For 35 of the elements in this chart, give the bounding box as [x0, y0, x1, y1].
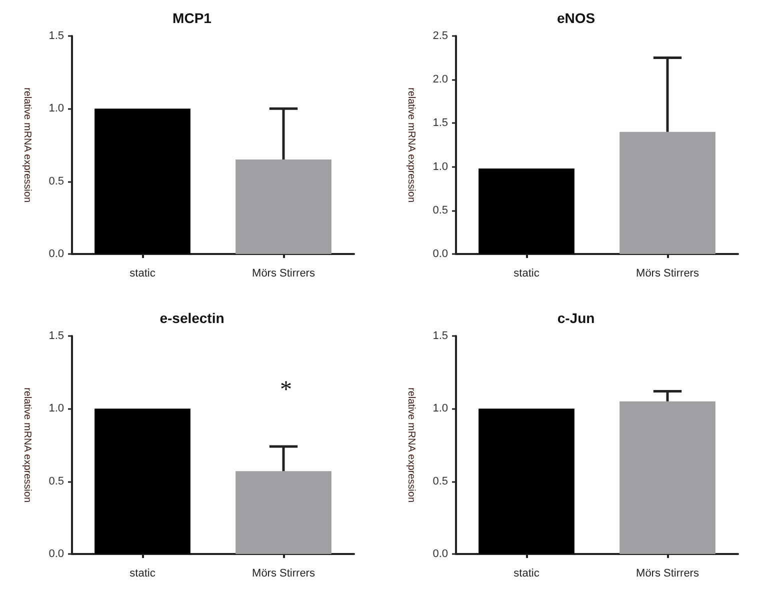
y-tick-label: 1.0: [432, 160, 448, 173]
chart-title: MCP1: [172, 10, 212, 26]
y-tick-label: 0.0: [48, 248, 64, 260]
y-tick-label: 0.5: [432, 204, 448, 216]
y-tick-label: 1.0: [48, 402, 64, 415]
annotation: *: [280, 377, 292, 403]
x-tick-label: static: [514, 268, 540, 280]
y-tick-label: 1.0: [432, 402, 448, 415]
y-axis-title: relative mRNA expression: [406, 87, 416, 203]
y-tick-label: 0.5: [432, 475, 448, 488]
y-tick-label: 2.0: [432, 74, 448, 86]
x-tick-label: static: [514, 568, 540, 580]
chart-title: c-Jun: [557, 310, 595, 326]
y-tick-label: 1.5: [432, 117, 448, 130]
y-tick-label: 0.0: [432, 248, 448, 260]
x-tick-label: Mörs Stirrers: [252, 268, 316, 280]
y-tick-label: 1.5: [48, 30, 64, 42]
y-tick-label: 1.5: [48, 330, 64, 342]
y-axis-title: relative mRNA expression: [406, 387, 416, 503]
y-axis-title: relative mRNA expression: [22, 87, 32, 203]
y-tick-label: 1.0: [48, 102, 64, 115]
x-tick-label: Mörs Stirrers: [636, 568, 700, 580]
y-tick-label: 0.5: [48, 475, 64, 488]
x-tick-label: static: [130, 268, 156, 280]
y-tick-label: 0.0: [432, 548, 448, 560]
chart-title: e-selectin: [160, 310, 224, 326]
x-tick-label: Mörs Stirrers: [636, 268, 700, 280]
x-tick-label: static: [130, 568, 156, 580]
x-tick-label: Mörs Stirrers: [252, 568, 316, 580]
y-tick-label: 1.5: [432, 330, 448, 342]
y-tick-label: 0.0: [48, 548, 64, 560]
chart-title: eNOS: [556, 10, 596, 26]
y-tick-label: 0.5: [48, 175, 64, 188]
y-axis-title: relative mRNA expression: [22, 387, 32, 503]
y-tick-label: 2.5: [432, 30, 448, 42]
